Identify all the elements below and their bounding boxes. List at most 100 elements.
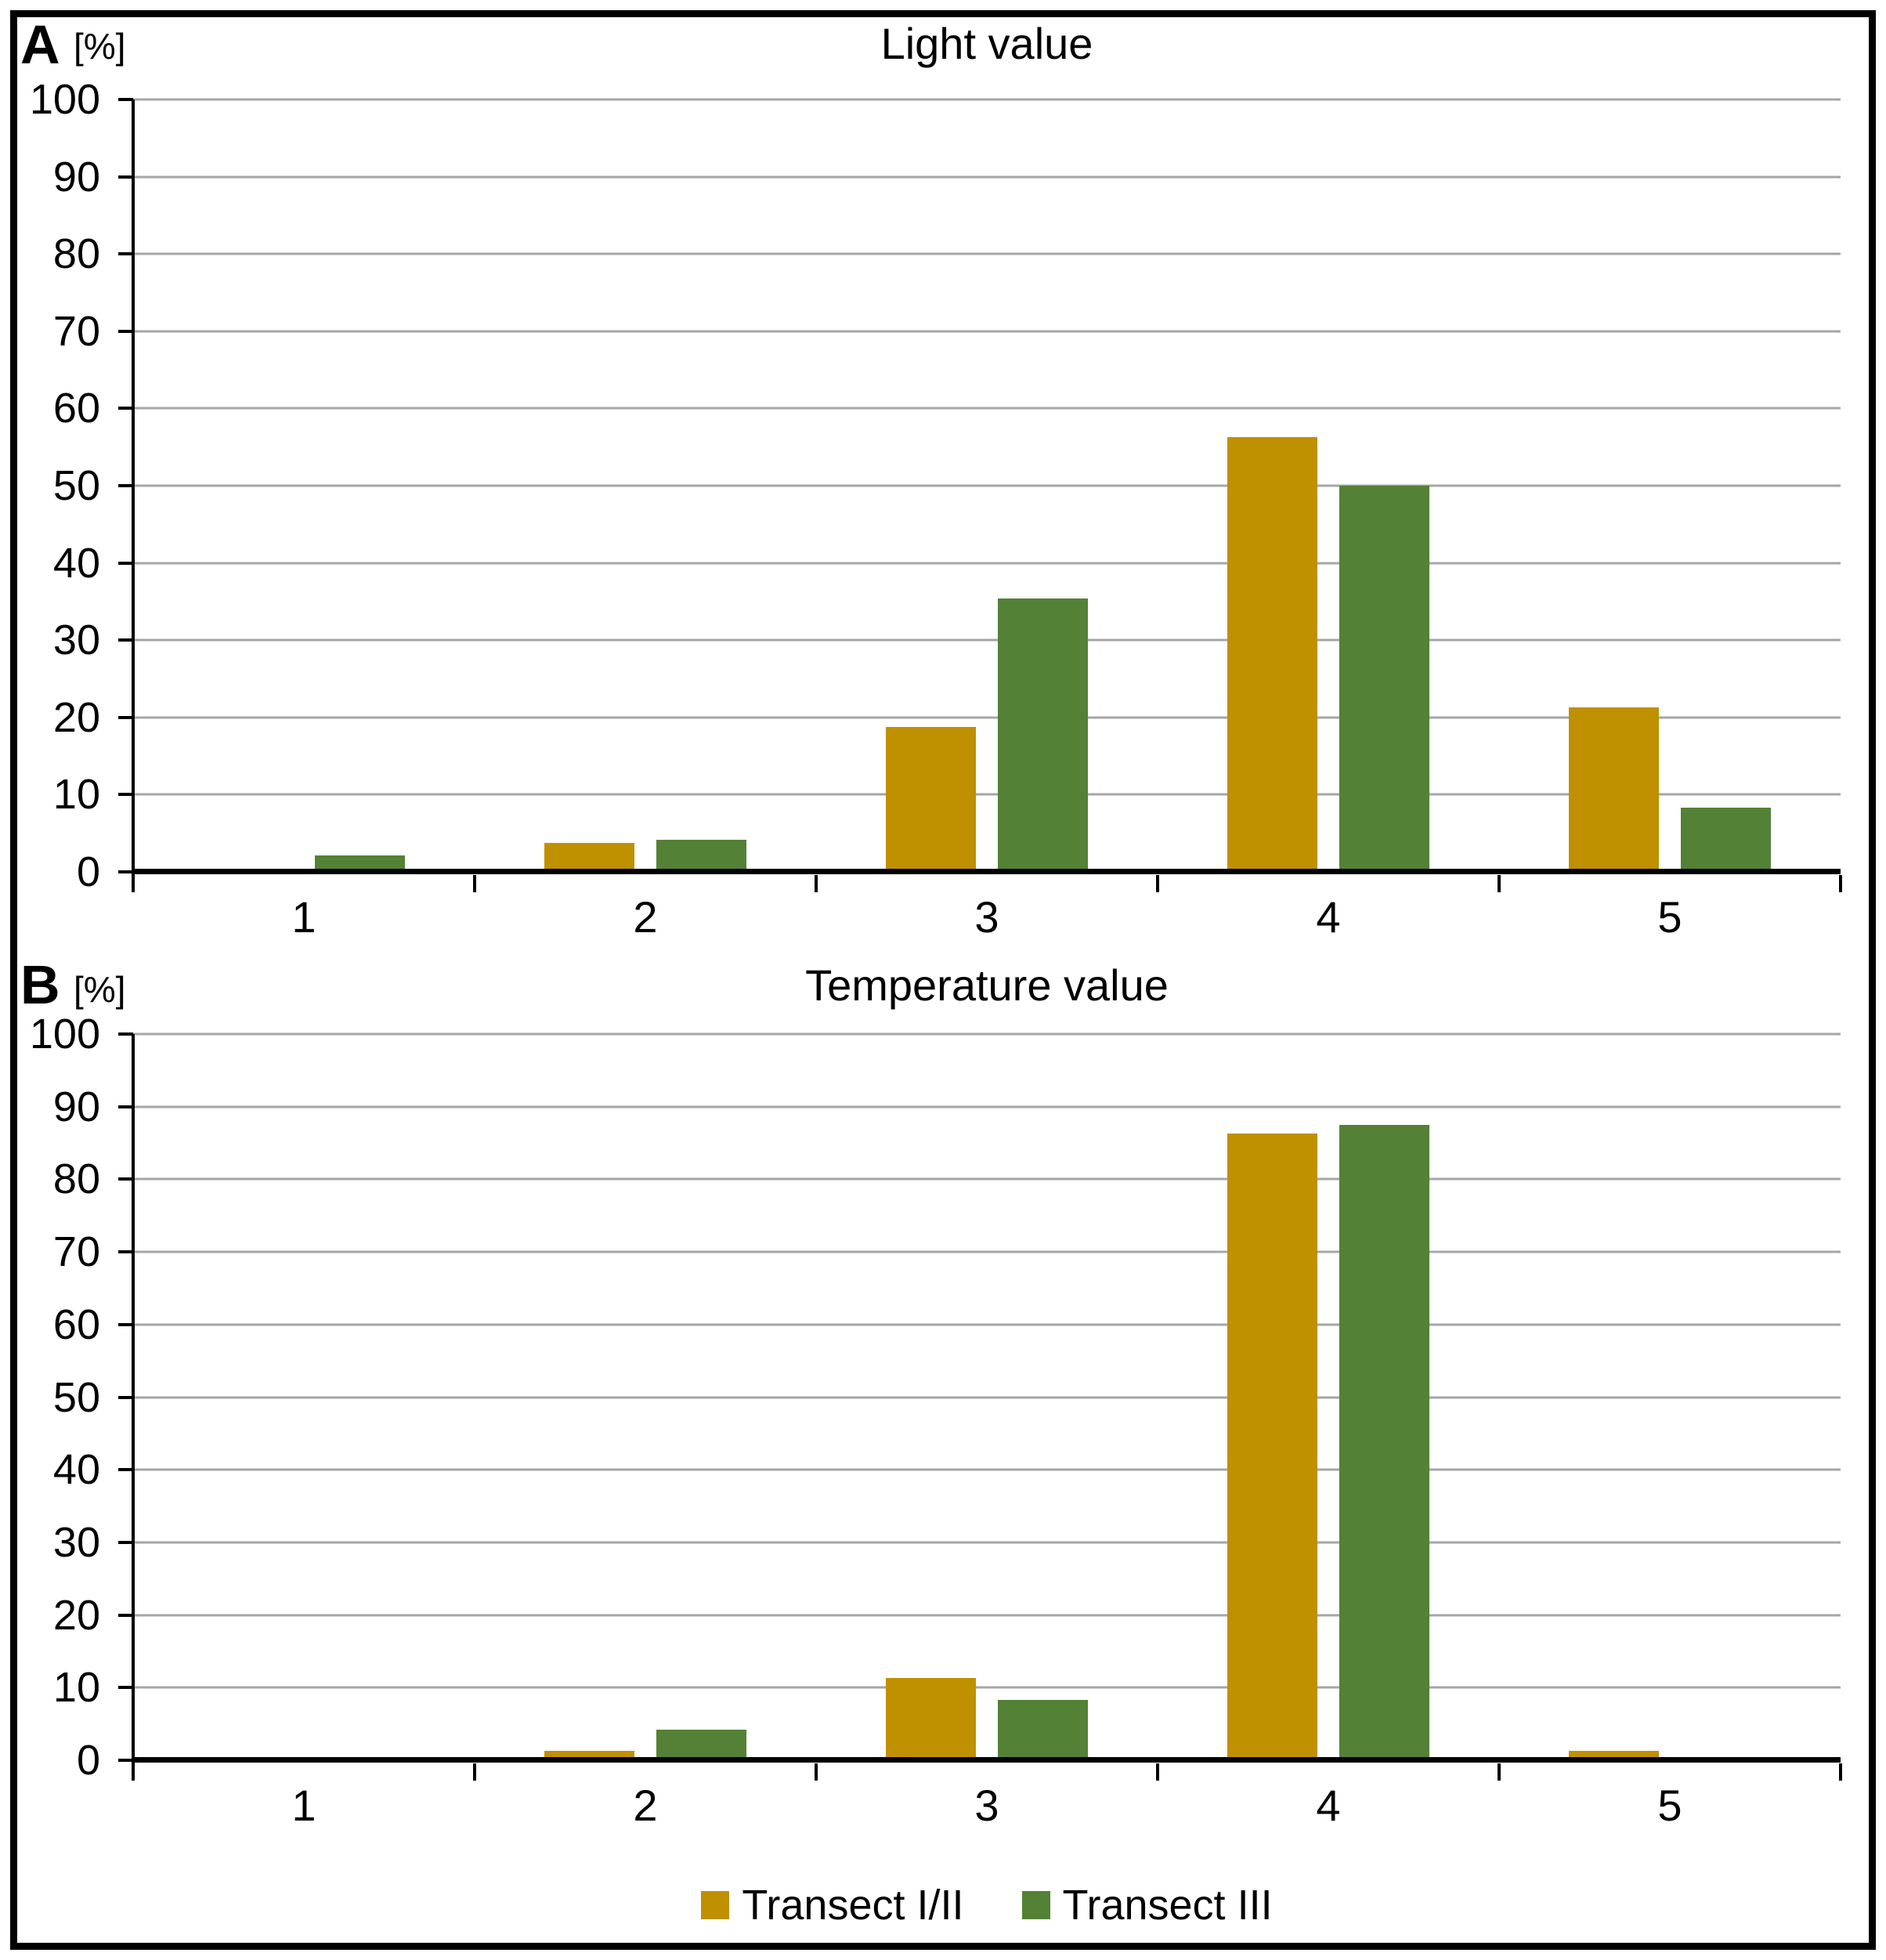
y-axis-label-30: 30 xyxy=(52,1518,100,1566)
y-axis-tick-10 xyxy=(118,1686,133,1690)
gridline-40 xyxy=(133,562,1841,565)
x-axis-label-4: 4 xyxy=(1316,1781,1341,1830)
gridline-30 xyxy=(133,638,1841,642)
gridline-80 xyxy=(133,1177,1841,1181)
y-axis-tick-50 xyxy=(118,484,133,487)
x-axis-tick-5 xyxy=(1839,875,1842,892)
gridline-20 xyxy=(133,716,1841,719)
y-axis-label-20: 20 xyxy=(52,1591,100,1639)
y-axis-tick-100 xyxy=(118,1032,133,1036)
gridline-70 xyxy=(133,330,1841,333)
bar-transect-iii-category-2 xyxy=(656,839,746,872)
x-axis-label-5: 5 xyxy=(1657,892,1682,942)
y-axis-tick-30 xyxy=(118,638,133,642)
panel-b-letter: B xyxy=(20,954,60,1015)
x-axis-tick-3 xyxy=(1156,1763,1159,1781)
x-axis-tick-4 xyxy=(1498,875,1501,892)
legend-swatch-transect-i-ii-icon xyxy=(701,1891,730,1919)
legend-label-transect-iii: Transect III xyxy=(1062,1882,1273,1929)
gridline-10 xyxy=(133,793,1841,796)
y-axis-label-50: 50 xyxy=(52,462,100,509)
gridline-90 xyxy=(133,175,1841,179)
legend-item-transect-iii: Transect III xyxy=(1021,1882,1273,1929)
gridline-20 xyxy=(133,1614,1841,1617)
bar-group-1 xyxy=(133,1034,475,1760)
x-axis-label-5: 5 xyxy=(1657,1781,1682,1830)
y-axis-label-70: 70 xyxy=(52,307,100,355)
bar-transect-i-ii-category-4 xyxy=(1227,1134,1317,1760)
y-axis-tick-70 xyxy=(118,329,133,333)
gridline-100 xyxy=(133,98,1841,101)
bar-transect-iii-category-4 xyxy=(1339,1124,1429,1760)
gridline-60 xyxy=(133,1323,1841,1326)
gridline-40 xyxy=(133,1468,1841,1471)
gridline-10 xyxy=(133,1686,1841,1689)
panel-b-unit-label: [%] xyxy=(74,969,126,1010)
x-axis-label-2: 2 xyxy=(633,892,658,942)
gridline-50 xyxy=(133,1396,1841,1398)
y-axis-tick-90 xyxy=(118,1105,133,1108)
x-axis-label-2: 2 xyxy=(633,1781,658,1830)
panel-b-title: Temperature value xyxy=(805,960,1169,1010)
bar-transect-i-ii-category-5 xyxy=(1569,707,1659,872)
bar-transect-iii-category-2 xyxy=(656,1730,746,1760)
bar-transect-iii-category-3 xyxy=(998,1700,1088,1760)
bar-transect-iii-category-1 xyxy=(315,855,405,872)
y-axis-tick-30 xyxy=(118,1540,133,1544)
bar-group-5 xyxy=(1499,99,1841,872)
panel-a-letter: A xyxy=(20,14,60,75)
y-axis-tick-90 xyxy=(118,175,133,179)
y-axis-label-0: 0 xyxy=(76,848,100,895)
x-axis-line xyxy=(133,869,1841,874)
y-axis-label-100: 100 xyxy=(29,1011,100,1058)
bar-group-5 xyxy=(1499,1034,1841,1760)
bar-transect-i-ii-category-3 xyxy=(886,1678,976,1760)
x-axis-tick-2 xyxy=(815,1763,818,1781)
x-axis-tick-2 xyxy=(815,875,818,892)
bar-transect-i-ii-category-4 xyxy=(1227,436,1317,872)
y-axis-tick-20 xyxy=(118,1613,133,1617)
bar-group-3 xyxy=(816,1034,1158,1760)
panel-a-unit-label: [%] xyxy=(74,26,126,67)
gridline-100 xyxy=(133,1032,1841,1036)
x-axis-label-3: 3 xyxy=(974,1781,999,1830)
x-axis-line xyxy=(133,1757,1841,1763)
y-axis-tick-40 xyxy=(118,561,133,565)
bar-transect-i-ii-category-2 xyxy=(544,842,634,872)
legend-item-transect-i-ii: Transect I/II xyxy=(701,1884,964,1926)
y-axis-tick-100 xyxy=(118,98,133,101)
y-axis-tick-80 xyxy=(118,1177,133,1181)
y-axis-line xyxy=(132,99,135,891)
y-axis-tick-0 xyxy=(118,1759,133,1762)
bar-transect-i-ii-category-3 xyxy=(886,726,976,872)
bar-group-3 xyxy=(816,99,1158,872)
x-axis-tick-4 xyxy=(1498,1763,1501,1781)
y-axis-tick-70 xyxy=(118,1250,133,1254)
y-axis-label-60: 60 xyxy=(52,1300,100,1348)
y-axis-tick-60 xyxy=(118,407,133,410)
x-axis-tick-1 xyxy=(473,875,476,892)
y-axis-tick-80 xyxy=(118,252,133,256)
x-axis-label-1: 1 xyxy=(291,1781,316,1830)
panel-b-plot-area: 0 10 20 30 40 50 60 70 80 90 100 1 2 3 4 5 xyxy=(30,1011,1842,1828)
gridline-80 xyxy=(133,252,1841,255)
y-axis-label-50: 50 xyxy=(52,1373,100,1421)
bar-transect-iii-category-4 xyxy=(1339,486,1429,872)
y-axis-label-40: 40 xyxy=(52,539,100,587)
legend-swatch-transect-iii-icon xyxy=(1021,1891,1050,1919)
y-axis-label-90: 90 xyxy=(52,1083,100,1130)
gridline-50 xyxy=(133,484,1841,487)
gridline-70 xyxy=(133,1250,1841,1253)
x-axis-tick-3 xyxy=(1156,875,1159,892)
y-axis-tick-20 xyxy=(118,715,133,719)
panel-a-plot-area: 0 10 20 30 40 50 60 70 80 90 100 1 2 3 4 5 xyxy=(30,76,1842,939)
legend: Transect I/II Transect III xyxy=(133,1882,1841,1929)
gridline-60 xyxy=(133,407,1841,410)
bar-group-4 xyxy=(1158,99,1499,872)
x-axis-tick-5 xyxy=(1839,1763,1842,1781)
x-axis-label-1: 1 xyxy=(291,892,316,942)
y-axis-label-70: 70 xyxy=(52,1228,100,1276)
y-axis-label-100: 100 xyxy=(29,76,100,123)
gridline-90 xyxy=(133,1105,1841,1108)
